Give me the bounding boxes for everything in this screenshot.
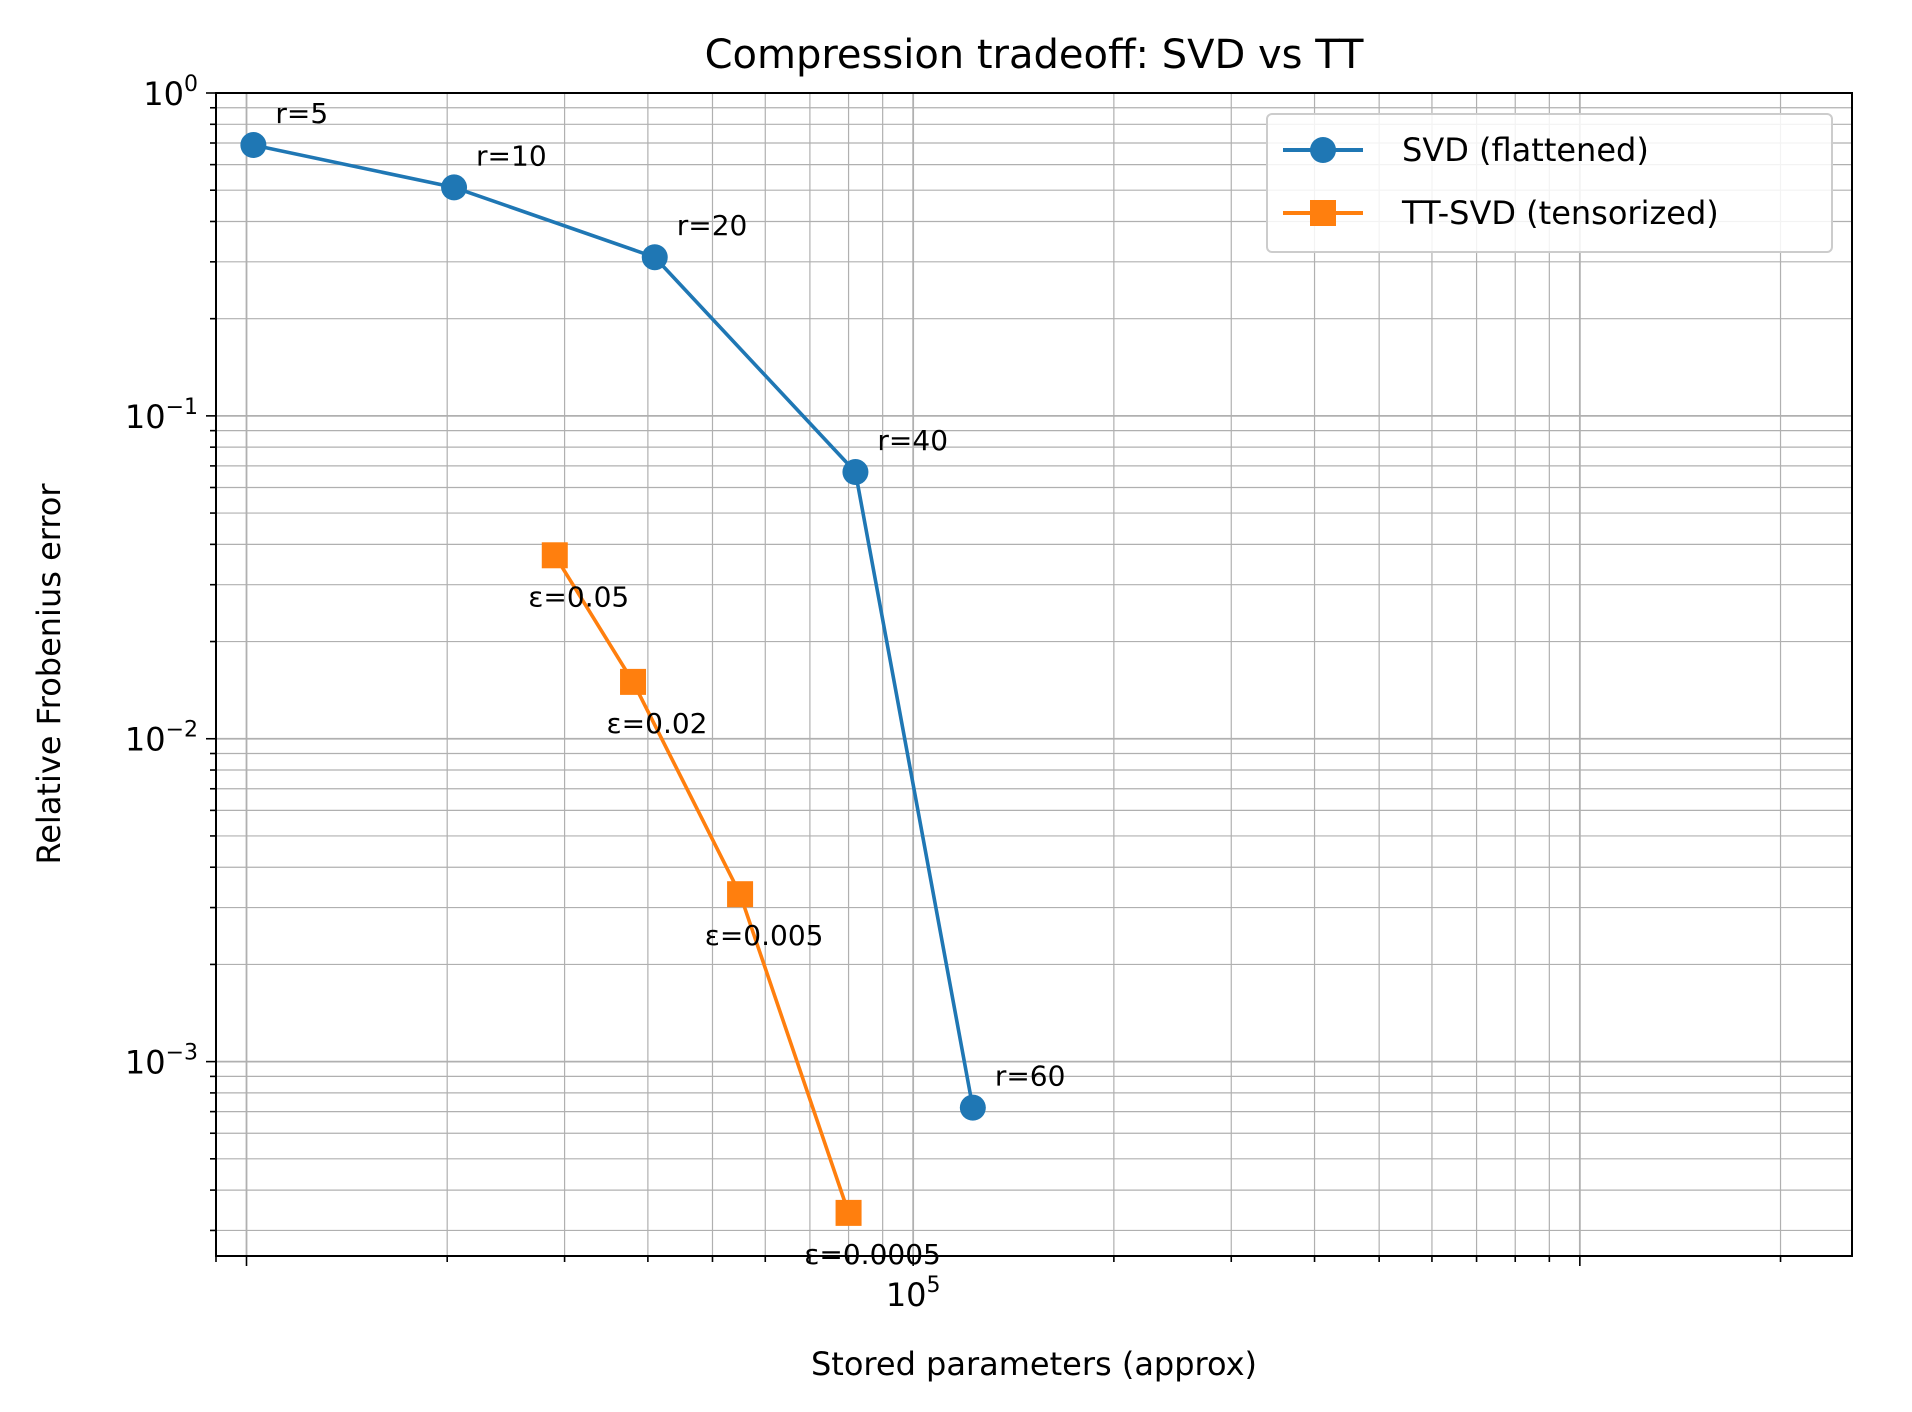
y-axis-label: Relative Frobenius error — [30, 483, 68, 865]
chart-title: Compression tradeoff: SVD vs TT — [705, 32, 1364, 78]
point-label: r=60 — [995, 1060, 1066, 1093]
series-layer — [240, 132, 986, 1226]
series-line-1 — [553, 554, 851, 1214]
y-tick-label: 100 — [143, 72, 198, 113]
point-label: r=10 — [476, 139, 547, 172]
legend-tt-label: TT-SVD (tensorized) — [1401, 194, 1719, 232]
plot-frame — [215, 92, 1853, 1257]
x-tick-label: 105 — [886, 1273, 941, 1314]
point-label: r=20 — [677, 209, 748, 242]
point-label: ε=0.05 — [528, 580, 629, 613]
legend: SVD (flattened) TT-SVD (tensorized) — [1266, 113, 1833, 253]
y-tick-label: 10−3 — [125, 1041, 198, 1082]
y-tick-label: 10−2 — [125, 718, 198, 759]
legend-tt-marker — [1310, 200, 1336, 226]
y-tick-label: 10−1 — [125, 395, 198, 436]
data-point — [541, 542, 568, 569]
data-point — [620, 668, 647, 695]
data-point — [727, 881, 754, 908]
point-label: r=40 — [877, 424, 948, 457]
point-label: r=5 — [275, 97, 328, 130]
point-label: ε=0.02 — [607, 707, 708, 740]
legend-svd-marker — [1310, 137, 1336, 163]
data-point — [441, 174, 468, 201]
legend-svd-label: SVD (flattened) — [1402, 131, 1649, 169]
data-point — [842, 459, 869, 486]
x-axis-label: Stored parameters (approx) — [811, 1345, 1257, 1383]
data-point — [835, 1199, 862, 1226]
point-label: ε=0.0005 — [804, 1238, 941, 1271]
point-label: ε=0.005 — [705, 919, 824, 952]
data-point — [240, 132, 267, 159]
data-point — [959, 1094, 986, 1121]
axis-ticks: 105 100 10−1 10−2 10−3 — [125, 72, 1782, 1314]
data-point — [641, 244, 668, 271]
legend-box — [1266, 113, 1833, 253]
point-labels: r=5 r=10 r=20 r=40 r=60 ε=0.05 ε=0.02 ε=0.005 ε=… — [275, 97, 1065, 1271]
